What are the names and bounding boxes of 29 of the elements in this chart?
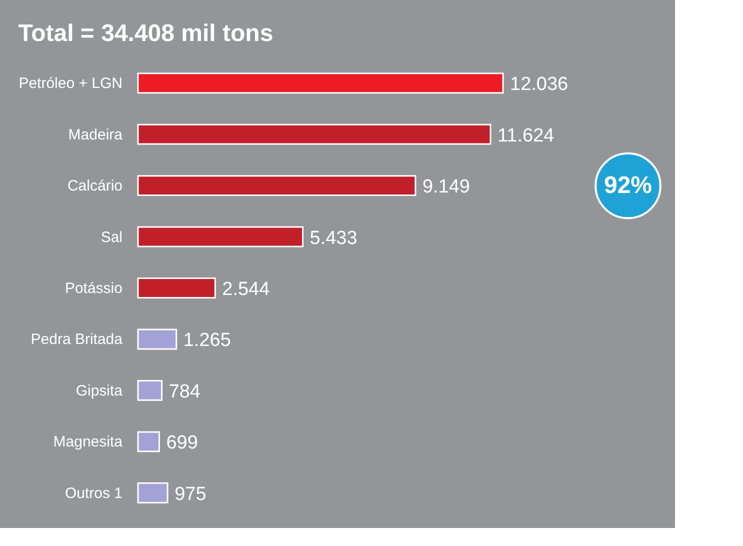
- bar: [137, 278, 216, 298]
- data-label: 699: [166, 432, 198, 454]
- bar: [137, 431, 160, 452]
- bar: [137, 124, 492, 145]
- y-tick-label: Petróleo + LGN: [18, 75, 122, 92]
- data-label: 5.433: [310, 228, 358, 249]
- bar: [137, 72, 504, 94]
- text: 92%: [604, 172, 652, 199]
- y-tick-label: Magnesita: [53, 434, 124, 451]
- data-label: 784: [168, 381, 201, 402]
- bar: [137, 482, 168, 504]
- data-label: 975: [174, 484, 206, 505]
- data-label: 11.624: [498, 125, 555, 146]
- bar: [137, 328, 178, 350]
- y-tick-label: Madeira: [68, 126, 124, 144]
- y-tick-label: Calcário: [67, 178, 122, 195]
- y-tick-label: Outros 1: [64, 484, 122, 502]
- y-tick-label: Pedra Britada: [30, 331, 124, 348]
- data-label: 9.149: [422, 176, 470, 198]
- y-tick-label: Sal: [100, 228, 122, 246]
- data-label: 12.036: [510, 74, 568, 96]
- chart-title: Total = 34.408 mil tons: [18, 20, 274, 47]
- data-label: 2.544: [222, 279, 270, 300]
- bar: [137, 226, 304, 248]
- bar: [137, 175, 416, 196]
- y-tick-label: Gipsita: [76, 382, 124, 400]
- data-label: 1.265: [183, 330, 231, 352]
- y-tick-label: Potássio: [64, 280, 122, 297]
- bar: [137, 380, 163, 401]
